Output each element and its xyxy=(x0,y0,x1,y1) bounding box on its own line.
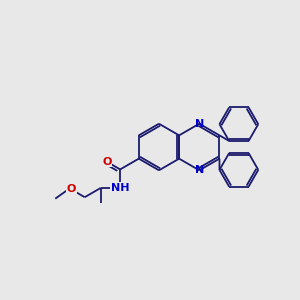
Text: N: N xyxy=(195,119,204,129)
Text: NH: NH xyxy=(111,183,129,193)
Text: O: O xyxy=(102,157,111,166)
Text: O: O xyxy=(67,184,76,194)
Text: N: N xyxy=(195,165,204,175)
